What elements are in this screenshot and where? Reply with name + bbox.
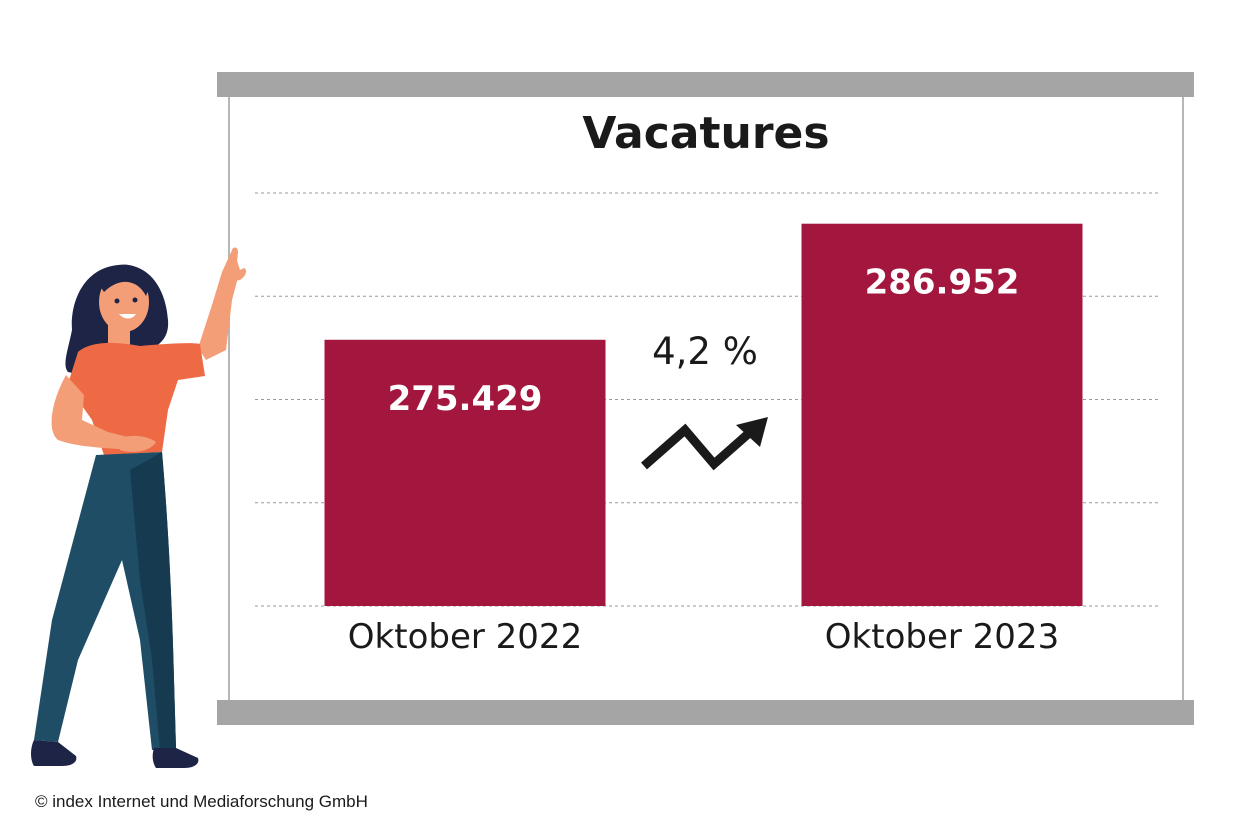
credit-text: © index Internet und Mediaforschung GmbH [35, 792, 368, 811]
chart-title: Vacatures [582, 108, 830, 159]
board-top-rail [217, 72, 1194, 97]
bar-2 [801, 223, 1083, 607]
bar-1 [324, 339, 606, 606]
bar-value-label: 275.429 [388, 379, 543, 419]
board-bottom-rail [217, 700, 1194, 725]
bar-value-label: 286.952 [865, 263, 1020, 303]
category-label: Oktober 2023 [825, 617, 1059, 657]
category-label: Oktober 2022 [348, 617, 582, 657]
change-label: 4,2 % [652, 330, 758, 373]
